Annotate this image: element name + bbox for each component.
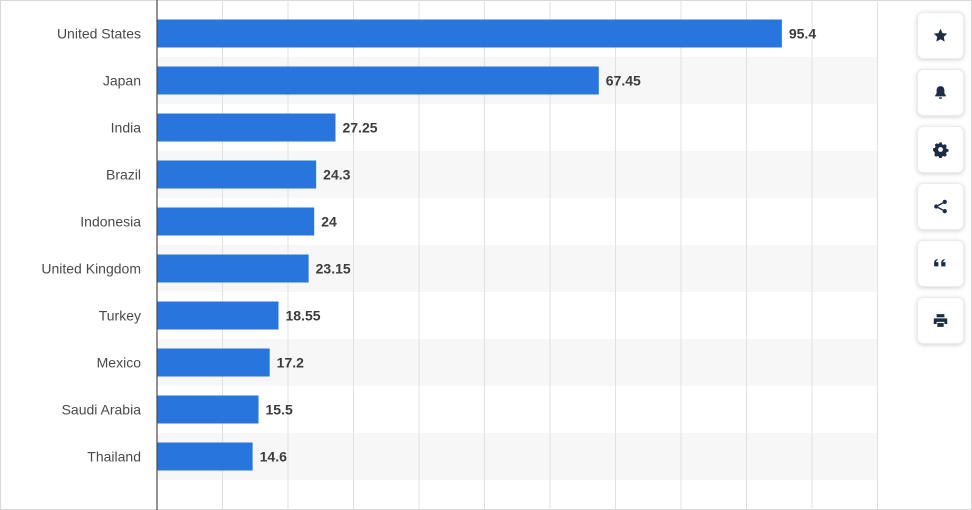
value-label: 17.2 [277,355,304,371]
category-label: India [111,120,142,136]
bar[interactable] [157,160,317,189]
value-label: 23.15 [316,261,351,277]
category-label: United Kingdom [41,261,141,277]
share-button[interactable] [917,183,964,230]
bar[interactable] [157,395,259,424]
category-label: Mexico [97,355,142,371]
bar[interactable] [157,301,279,330]
settings-button[interactable] [917,126,964,173]
bar-chart: United States 95.4 Japan 67.45 India 27.25 Bra… [41,0,878,510]
bar[interactable] [157,207,315,236]
cite-button[interactable] [917,240,964,287]
star-icon [933,28,948,42]
favorite-button[interactable] [917,12,964,59]
row-background [157,433,878,480]
bar[interactable] [157,442,253,471]
print-button[interactable] [917,297,964,344]
share-icon [934,199,947,214]
value-label: 14.6 [260,449,287,465]
bar[interactable] [157,254,309,283]
value-label: 15.5 [266,402,293,418]
value-label: 27.25 [342,120,377,136]
category-label: Brazil [106,167,141,183]
gear-icon [933,142,949,158]
value-label: 24 [321,214,337,230]
bar[interactable] [157,348,270,377]
quote-icon [934,259,946,267]
bell-icon [935,86,946,99]
value-label: 24.3 [323,167,350,183]
bar[interactable] [157,113,336,142]
row-background [157,339,878,386]
value-label: 95.4 [789,26,816,42]
category-label: Turkey [99,308,141,324]
bar[interactable] [157,19,782,48]
category-label: Japan [103,73,141,89]
bar[interactable] [157,66,599,95]
category-label: Saudi Arabia [62,402,142,418]
value-label: 18.55 [286,308,321,324]
category-label: United States [57,26,141,42]
notification-button[interactable] [917,69,964,116]
value-label: 67.45 [606,73,641,89]
category-label: Indonesia [80,214,141,230]
category-label: Thailand [87,449,141,465]
chart-toolbar [917,12,965,344]
print-icon [933,314,948,327]
